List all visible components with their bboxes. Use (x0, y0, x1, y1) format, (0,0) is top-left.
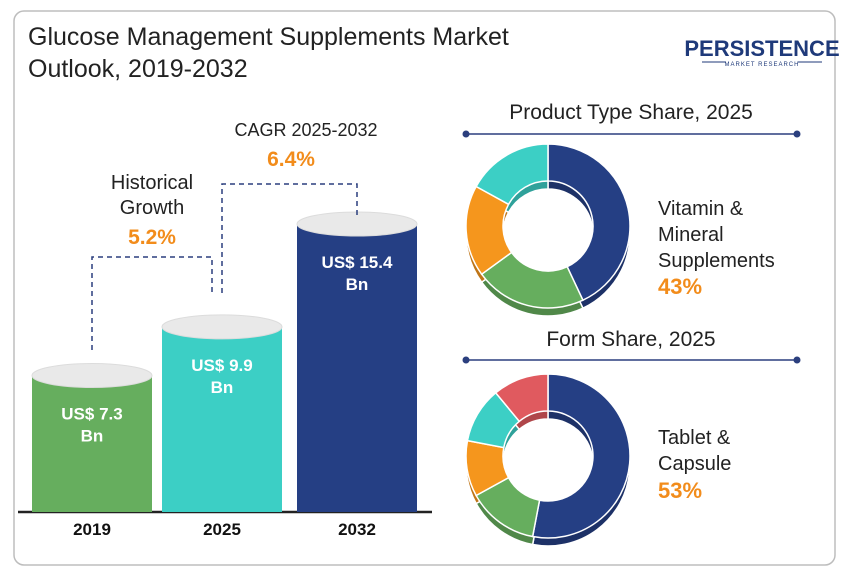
cagr-label: CAGR 2025-2032 (234, 120, 377, 140)
form-share-percent: 53% (658, 478, 702, 503)
title-line-1: Glucose Management Supplements Market (28, 23, 509, 51)
historical-growth-label-1: Historical (111, 172, 193, 194)
product-type-label-1: Vitamin & (658, 198, 744, 220)
product-type-title: Product Type Share, 2025 (509, 101, 753, 124)
bar-top-cap (296, 211, 418, 237)
bar-body (162, 326, 282, 512)
donut-slice (494, 373, 549, 423)
bar-2025: US$ 9.9 Bn (161, 314, 283, 512)
bar-value-label: US$ 15.4 (322, 253, 393, 272)
title-line-2: Outlook, 2019-2032 (28, 55, 248, 83)
growth-annotations: Historical Growth 5.2% CAGR 2025-2032 6.… (91, 120, 378, 350)
logo-tagline: MARKET RESEARCH (725, 62, 800, 68)
bar-2019: US$ 7.3 Bn (31, 362, 153, 512)
form-share-label-2: Capsule (658, 453, 731, 475)
product-type-donut (465, 143, 631, 317)
bar-value-label: US$ 9.9 (191, 356, 252, 375)
form-share-section: Form Share, 2025 Tablet & Capsule 53% (462, 322, 801, 547)
bar-2032: US$ 15.4 Bn (296, 211, 418, 512)
bar-body (32, 375, 152, 512)
bar-value-unit: Bn (346, 275, 369, 294)
bar-value-unit: Bn (211, 378, 234, 397)
bar-value-label: US$ 7.3 (61, 404, 122, 423)
year-label: 2025 (203, 520, 241, 539)
form-share-donut (465, 373, 631, 547)
donut-slice (531, 373, 631, 539)
donut-slice (547, 143, 631, 302)
persistence-logo: PERSISTENCE MARKET RESEARCH (684, 36, 839, 68)
year-label: 2032 (338, 520, 376, 539)
product-type-section: Product Type Share, 2025 Vitamin & Miner… (462, 95, 801, 317)
year-label: 2019 (73, 520, 111, 539)
bar-body (297, 224, 417, 512)
form-share-label-1: Tablet & (658, 427, 731, 449)
product-type-percent: 43% (658, 274, 702, 299)
bar-top-cap (161, 314, 283, 340)
donut-slice (475, 143, 549, 206)
cagr-connector (221, 183, 358, 293)
bar-value-unit: Bn (81, 426, 104, 445)
product-type-label-3: Supplements (658, 250, 775, 272)
market-size-bar-chart: US$ 7.3 Bn 2019 US$ 9.9 Bn 2025 US$ 15.4 Bn 2032 (18, 211, 432, 539)
historical-growth-value: 5.2% (128, 226, 176, 249)
logo-name: PERSISTENCE (684, 36, 839, 61)
form-share-title: Form Share, 2025 (546, 328, 715, 351)
cagr-value: 6.4% (267, 148, 315, 171)
historical-growth-label-2: Growth (120, 197, 184, 219)
bar-top-cap (31, 362, 153, 388)
historical-growth-connector (91, 256, 213, 350)
product-type-label-2: Mineral (658, 224, 724, 246)
